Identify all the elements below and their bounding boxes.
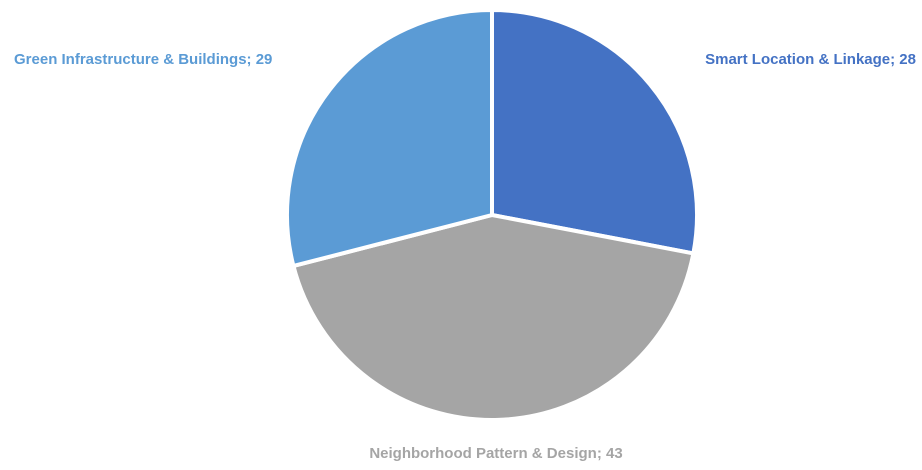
pie-data-labels: Smart Location & Linkage; 28 Neighborhood… [14, 51, 916, 462]
data-label-neighborhood-pattern-design: Neighborhood Pattern & Design; 43 [369, 445, 622, 462]
pie-slice-neighborhood-pattern-design [291, 213, 696, 422]
pie-slice-green-infrastructure-buildings [285, 8, 494, 268]
pie-slice-smart-location-linkage [490, 8, 699, 256]
data-label-smart-location-linkage: Smart Location & Linkage; 28 [705, 51, 916, 68]
data-label-green-infrastructure-buildings: Green Infrastructure & Buildings; 29 [14, 51, 272, 68]
pie-slices [285, 8, 699, 422]
